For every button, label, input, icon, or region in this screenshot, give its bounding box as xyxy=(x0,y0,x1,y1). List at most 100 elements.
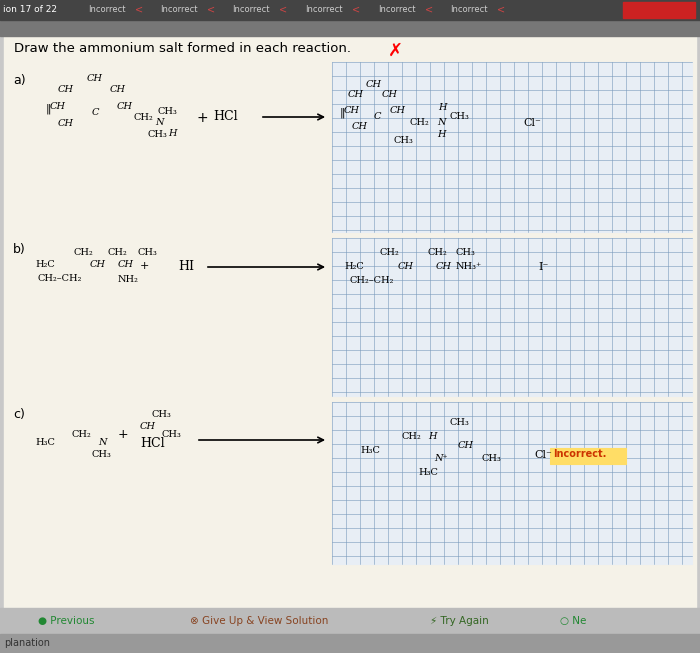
Text: CH₃: CH₃ xyxy=(148,130,168,139)
Text: ‖: ‖ xyxy=(340,107,346,118)
Text: CH: CH xyxy=(352,122,368,131)
Text: CH: CH xyxy=(348,90,364,99)
Text: CH₃: CH₃ xyxy=(450,418,470,427)
Text: H: H xyxy=(437,130,445,139)
Text: H₃C: H₃C xyxy=(360,446,380,455)
Text: CH: CH xyxy=(382,90,398,99)
Text: CH₂: CH₂ xyxy=(72,430,92,439)
Text: CH: CH xyxy=(390,106,406,115)
Text: NH₃⁺: NH₃⁺ xyxy=(456,262,482,271)
Text: HI: HI xyxy=(178,260,194,273)
Text: <: < xyxy=(279,5,287,15)
Text: CH: CH xyxy=(458,441,474,450)
Text: CH₃: CH₃ xyxy=(138,248,158,257)
Text: b): b) xyxy=(13,243,26,256)
Text: I⁻: I⁻ xyxy=(538,262,548,272)
Text: ✗: ✗ xyxy=(388,42,403,60)
Text: CH₂: CH₂ xyxy=(380,248,400,257)
Text: ○ Ne: ○ Ne xyxy=(560,616,587,626)
Text: Incorrect: Incorrect xyxy=(450,5,487,14)
Text: H: H xyxy=(428,432,437,441)
Text: +: + xyxy=(196,111,208,125)
Text: H: H xyxy=(438,103,447,112)
Text: C: C xyxy=(92,108,99,117)
Text: <: < xyxy=(497,5,505,15)
Text: CH₂–CH₂: CH₂–CH₂ xyxy=(38,274,83,283)
Bar xyxy=(332,62,692,232)
Text: ‖: ‖ xyxy=(46,103,52,114)
Text: CH: CH xyxy=(50,102,66,111)
Text: Incorrect.: Incorrect. xyxy=(553,449,606,459)
Text: CH₃: CH₃ xyxy=(394,136,414,145)
Text: CH₂: CH₂ xyxy=(402,432,421,441)
Text: +: + xyxy=(118,428,129,441)
Text: CH: CH xyxy=(110,85,126,94)
Text: CH: CH xyxy=(140,422,156,431)
Text: Cl⁻: Cl⁻ xyxy=(534,450,552,460)
Text: c): c) xyxy=(13,408,25,421)
Text: CH: CH xyxy=(90,260,106,269)
Text: H: H xyxy=(168,129,176,138)
Text: ● Previous: ● Previous xyxy=(38,616,94,626)
Bar xyxy=(0,0,700,20)
Text: <: < xyxy=(207,5,215,15)
Bar xyxy=(0,608,700,634)
Text: HCl: HCl xyxy=(213,110,237,123)
Text: CH₃: CH₃ xyxy=(482,454,502,463)
Text: N: N xyxy=(437,118,445,127)
Text: N: N xyxy=(98,438,106,447)
Bar xyxy=(332,402,692,564)
Text: CH₃: CH₃ xyxy=(450,112,470,121)
Bar xyxy=(550,448,626,464)
Text: HCl: HCl xyxy=(140,437,164,450)
Text: CH₃: CH₃ xyxy=(152,410,172,419)
Text: +: + xyxy=(140,261,149,271)
Text: CH₂: CH₂ xyxy=(428,248,448,257)
Text: CH: CH xyxy=(117,102,133,111)
Text: CH: CH xyxy=(58,85,74,94)
Text: CH: CH xyxy=(118,260,134,269)
Text: H₃C: H₃C xyxy=(418,468,438,477)
Text: CH₃: CH₃ xyxy=(162,430,182,439)
Text: Incorrect: Incorrect xyxy=(378,5,416,14)
Text: CH₂: CH₂ xyxy=(108,248,127,257)
Bar xyxy=(0,634,700,653)
Text: CH₃: CH₃ xyxy=(92,450,112,459)
Text: Incorrect: Incorrect xyxy=(160,5,197,14)
Text: CH: CH xyxy=(58,119,74,128)
Text: ion 17 of 22: ion 17 of 22 xyxy=(3,5,57,14)
Text: C: C xyxy=(374,112,382,121)
Text: CH₂: CH₂ xyxy=(73,248,92,257)
Text: Incorrect: Incorrect xyxy=(88,5,125,14)
Text: ⊗ Give Up & View Solution: ⊗ Give Up & View Solution xyxy=(190,616,328,626)
Text: Incorrect: Incorrect xyxy=(305,5,342,14)
Bar xyxy=(4,36,696,608)
Bar xyxy=(0,20,700,36)
Text: N: N xyxy=(155,118,164,127)
Text: CH: CH xyxy=(366,80,382,89)
Text: H₂C: H₂C xyxy=(35,260,55,269)
Text: CH₃: CH₃ xyxy=(158,107,178,116)
Text: CH₃: CH₃ xyxy=(456,248,476,257)
Text: <: < xyxy=(135,5,143,15)
Text: CH: CH xyxy=(87,74,103,83)
Text: CH: CH xyxy=(344,106,360,115)
Text: CH₂–CH₂: CH₂–CH₂ xyxy=(350,276,394,285)
Text: <: < xyxy=(352,5,360,15)
Text: ⚡ Try Again: ⚡ Try Again xyxy=(430,616,489,626)
Text: Incorrect: Incorrect xyxy=(232,5,270,14)
Bar xyxy=(332,238,692,396)
Text: a): a) xyxy=(13,74,26,87)
Text: H₃C: H₃C xyxy=(35,438,55,447)
Text: CH: CH xyxy=(436,262,452,271)
Text: CH₂: CH₂ xyxy=(134,113,154,122)
Text: <: < xyxy=(425,5,433,15)
Text: planation: planation xyxy=(4,638,50,648)
Text: CH: CH xyxy=(398,262,414,271)
Text: Cl⁻: Cl⁻ xyxy=(523,118,541,128)
Text: Draw the ammonium salt formed in each reaction.: Draw the ammonium salt formed in each re… xyxy=(14,42,351,55)
Text: H₂C: H₂C xyxy=(344,262,364,271)
Bar xyxy=(623,2,695,18)
Text: CH₂: CH₂ xyxy=(410,118,430,127)
Text: NH₂: NH₂ xyxy=(118,275,139,284)
